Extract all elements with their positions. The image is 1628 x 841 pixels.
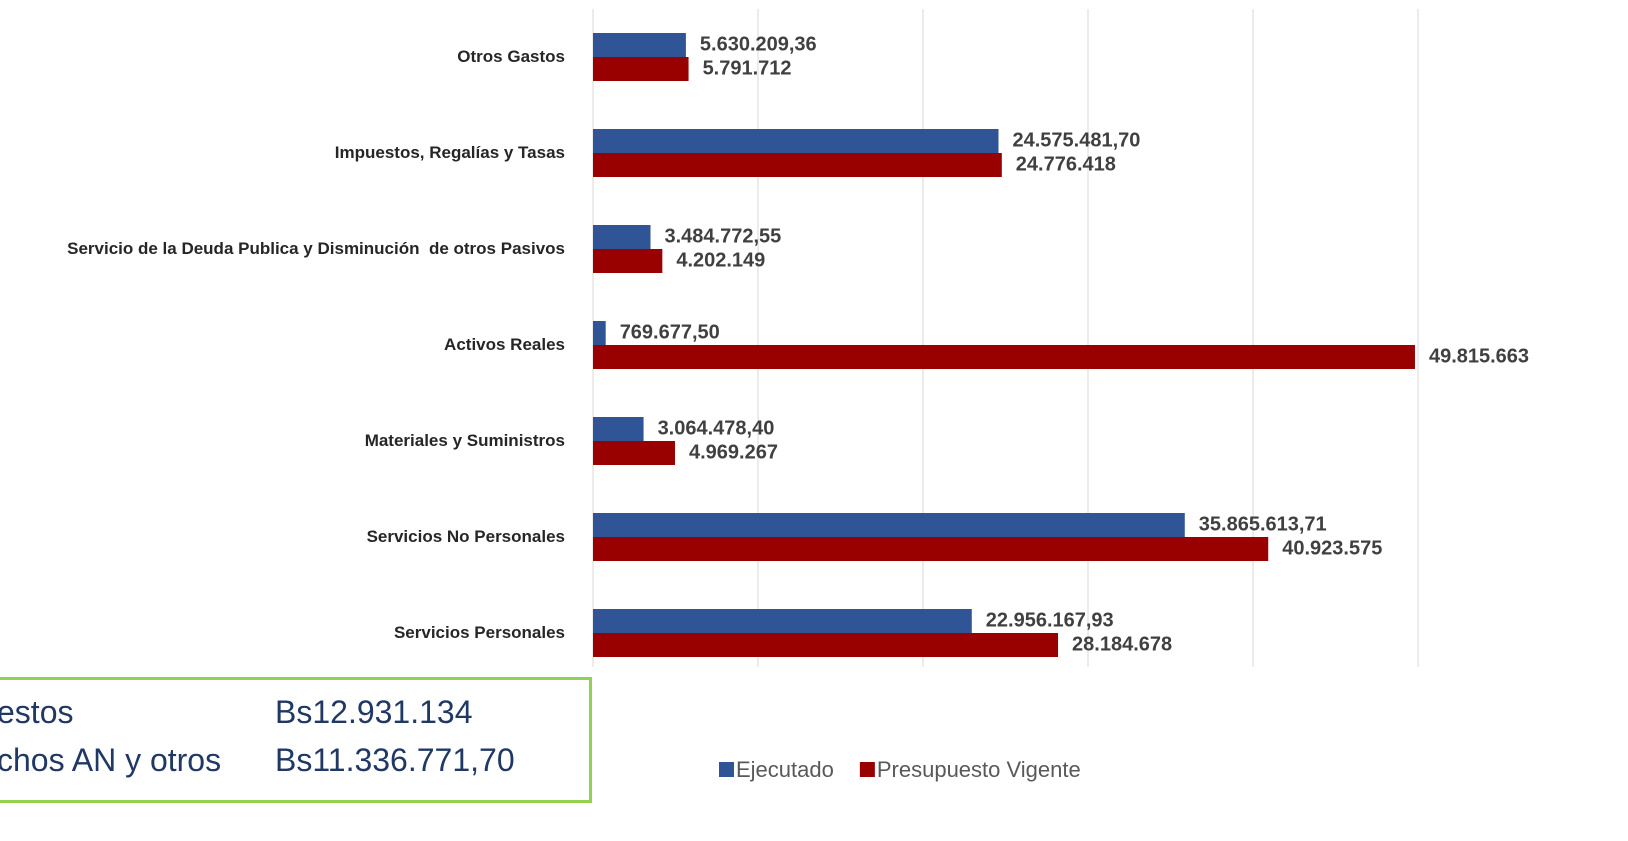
data-label: 4.969.267 — [689, 441, 778, 463]
category-label-text: Otros Gastos — [457, 47, 565, 66]
legend-label: Ejecutado — [736, 757, 834, 782]
annotation-label: chos AN y otros — [0, 742, 221, 779]
bar — [593, 321, 606, 345]
category-label: Impuestos, Regalías y Tasas — [0, 138, 565, 168]
data-label: 24.575.481,70 — [1012, 129, 1140, 151]
legend-swatch — [859, 762, 875, 777]
bar — [593, 249, 663, 273]
data-label: 40.923.575 — [1282, 537, 1382, 559]
annotation-label-text: estos — [0, 694, 74, 730]
category-label-text: Servicios No Personales — [366, 527, 565, 546]
bar — [593, 57, 689, 81]
bar — [593, 441, 675, 465]
data-label: 5.630.209,36 — [700, 33, 817, 55]
category-label: Otros Gastos — [0, 42, 565, 72]
category-label: Servicios Personales — [0, 618, 565, 648]
category-label-text: Materiales y Suministros — [364, 431, 565, 450]
bar — [593, 129, 999, 153]
data-label: 24.776.418 — [1016, 153, 1116, 175]
data-label: 5.791.712 — [703, 57, 792, 79]
data-label: 4.202.149 — [676, 249, 765, 271]
annotation-value-text: Bs12.931.134 — [275, 694, 473, 730]
data-label: 3.484.772,55 — [664, 225, 781, 247]
category-label-text: Activos Reales — [444, 335, 565, 354]
data-label: 22.956.167,93 — [986, 609, 1114, 631]
data-label: 3.064.478,40 — [658, 417, 775, 439]
category-label: Servicio de la Deuda Publica y Disminuci… — [0, 234, 565, 264]
annotation-box: estos Bs12.931.134 chos AN y otros Bs11.336… — [0, 677, 592, 803]
annotation-label: estos — [0, 694, 73, 731]
data-label: 28.184.678 — [1072, 633, 1172, 655]
category-label-text: Servicios Personales — [393, 623, 565, 642]
bar — [593, 609, 972, 633]
annotation-value: Bs12.931.134 — [275, 694, 473, 731]
category-label: Activos Reales — [0, 330, 565, 360]
bar — [593, 417, 644, 441]
bar — [593, 345, 1415, 369]
category-label-text: Impuestos, Regalías y Tasas — [334, 143, 565, 162]
bar — [593, 633, 1059, 657]
category-label: Servicios No Personales — [0, 522, 565, 552]
category-label-text: Servicio de la Deuda Publica y Disminuci… — [67, 239, 565, 258]
data-label: 35.865.613,71 — [1199, 513, 1327, 535]
bar — [593, 225, 651, 249]
bar — [593, 153, 1002, 177]
annotation-label-text: chos AN y otros — [0, 742, 222, 778]
bar — [593, 33, 686, 57]
data-label: 769.677,50 — [620, 321, 720, 343]
legend-swatch — [719, 762, 734, 777]
annotation-value-text: Bs11.336.771,70 — [275, 742, 515, 778]
data-label: 49.815.663 — [1429, 345, 1529, 367]
bar — [593, 513, 1185, 537]
category-label: Materiales y Suministros — [0, 426, 565, 456]
annotation-value: Bs11.336.771,70 — [275, 742, 515, 779]
legend-label: Presupuesto Vigente — [877, 757, 1081, 782]
bar — [593, 537, 1269, 561]
